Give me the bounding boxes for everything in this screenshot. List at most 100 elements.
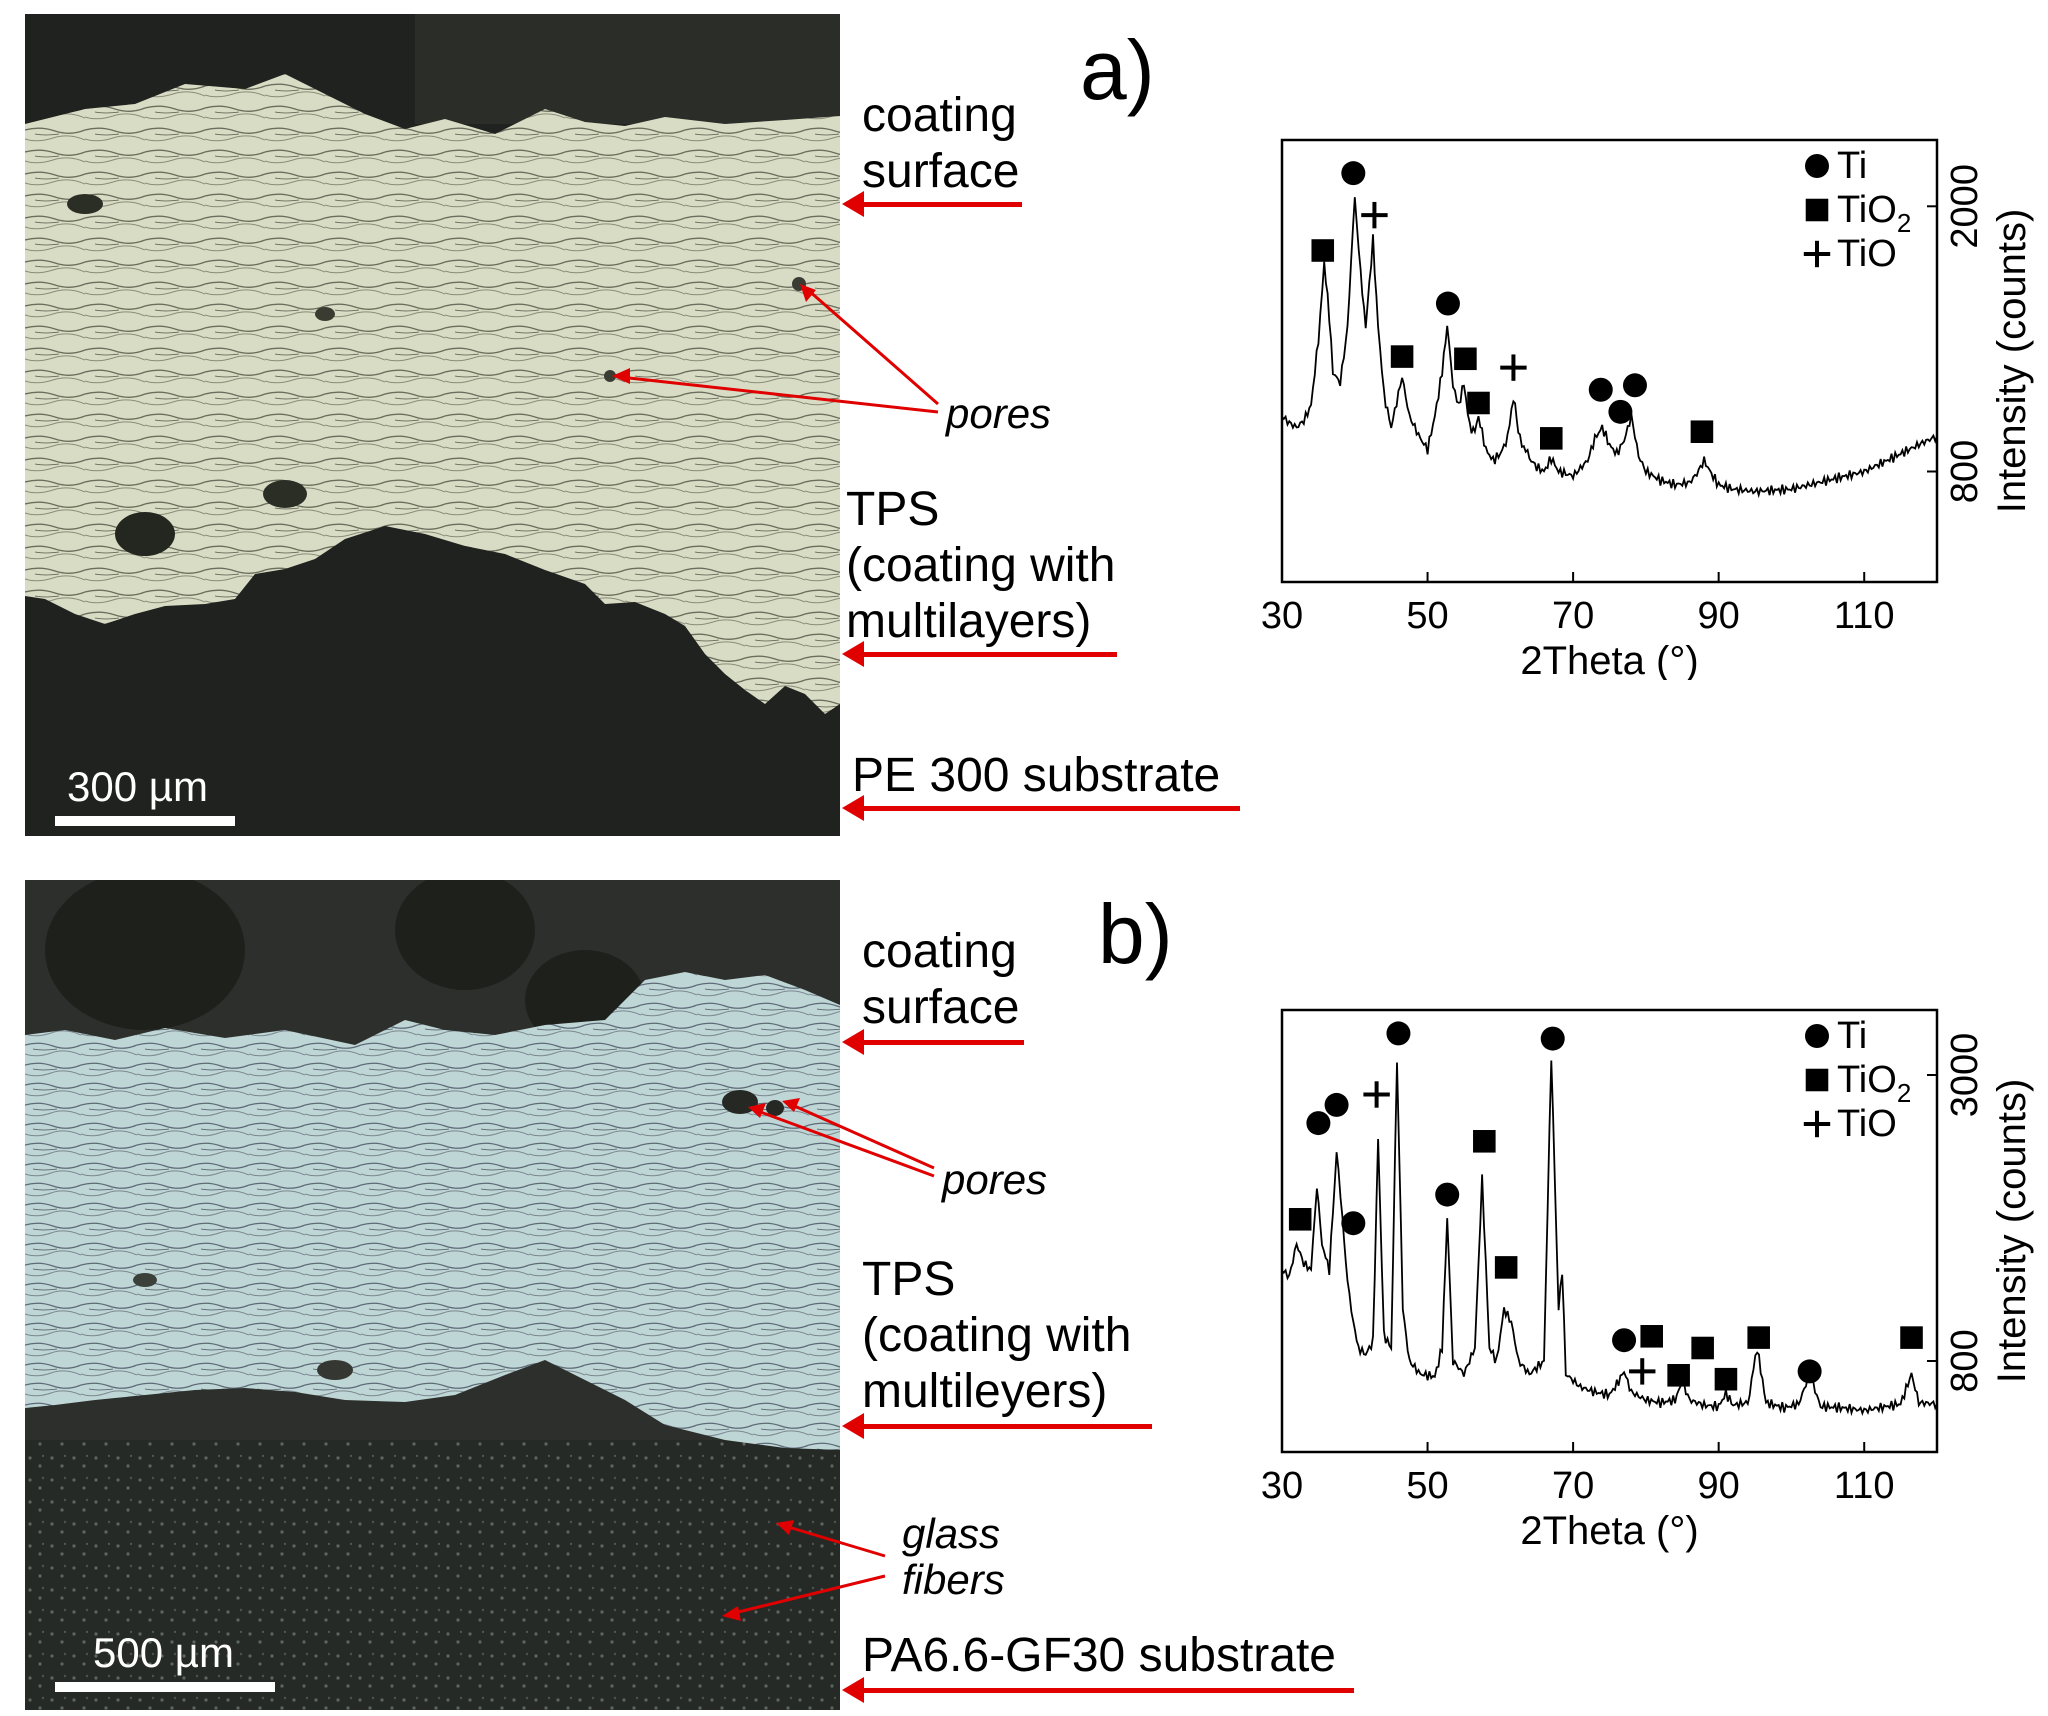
x-tick-label-a-0: 30: [1261, 595, 1303, 637]
tps-label-a3: multilayers): [846, 595, 1092, 648]
legend-subscript-a-1: 2: [1897, 208, 1911, 238]
legend-marker-a-0: [1805, 154, 1829, 178]
panel-letter-b: b): [1098, 887, 1173, 981]
legend-subscript-b-1: 2: [1897, 1078, 1911, 1108]
x-tick-label-a-2: 70: [1552, 595, 1594, 637]
coating-surface-arrow-b: [842, 1029, 1024, 1055]
y-axis-label-b: Intensity (counts): [1990, 1079, 2034, 1384]
tps-label-a2: (coating with: [846, 539, 1116, 592]
legend-marker-b-0: [1805, 1024, 1829, 1048]
substrate-label-a: PE 300 substrate: [852, 749, 1221, 802]
peak-marker-square-b-7: [1473, 1130, 1496, 1153]
micrograph-b: 500 µm: [25, 880, 840, 1710]
peak-marker-square-b-11: [1640, 1325, 1663, 1348]
peak-marker-square-a-3: [1390, 345, 1414, 368]
legend-marker-a-2: [1803, 240, 1831, 268]
scale-bar-b: [55, 1682, 275, 1692]
y-tick-label-a-0: 800: [1944, 440, 1986, 503]
x-tick-label-b-4: 110: [1834, 1465, 1895, 1507]
peak-marker-square-b-16: [1747, 1326, 1770, 1349]
peak-marker-circle-b-6: [1435, 1182, 1460, 1207]
x-tick-label-b-2: 70: [1552, 1465, 1594, 1507]
peak-marker-square-b-18: [1900, 1326, 1923, 1349]
peak-marker-square-b-13: [1667, 1364, 1690, 1387]
peak-marker-square-b-15: [1714, 1367, 1738, 1391]
pores-label-a: pores: [946, 390, 1052, 437]
panel-letter-a: a): [1080, 23, 1155, 117]
peak-marker-plus-a-2: [1361, 201, 1388, 229]
peak-marker-circle-b-9: [1540, 1026, 1565, 1051]
legend-marker-a-1: [1805, 198, 1829, 222]
micrograph-a: 300 µm: [25, 14, 840, 836]
coating-surface-label-a1: coating: [862, 89, 1017, 142]
xrd-chart-a: 30 50 70 90 110 800 2000 2Theta (°) Intensity (c…: [1261, 138, 2034, 680]
peak-marker-circle-b-3: [1341, 1211, 1366, 1236]
peak-marker-square-b-0: [1288, 1208, 1312, 1231]
peak-marker-circle-a-9: [1588, 377, 1613, 402]
legend-marker-b-2: [1803, 1110, 1831, 1138]
y-tick-label-b-1: 3000: [1944, 1033, 1986, 1118]
peak-marker-square-a-6: [1467, 391, 1490, 415]
peak-marker-circle-a-4: [1435, 291, 1460, 316]
coating-surface-label-a2: surface: [862, 145, 1020, 198]
tps-arrow-a: [842, 641, 1117, 667]
micrograph-a-drawing: [25, 14, 840, 836]
xrd-chart-b: 30 50 70 90 110 800 3000 2Theta (°) Intensity (c…: [1261, 1008, 2034, 1553]
xrd-series-line-a-0: [1281, 197, 1938, 499]
peak-marker-circle-b-17: [1797, 1359, 1822, 1384]
substrate-arrow-a: [842, 795, 1240, 821]
coating-surface-label-b2: surface: [862, 981, 1020, 1034]
peak-marker-circle-b-1: [1306, 1111, 1331, 1136]
coating-surface-label-b1: coating: [862, 925, 1017, 978]
x-tick-label-a-1: 50: [1406, 595, 1448, 637]
peak-marker-square-a-0: [1311, 239, 1335, 262]
legend-label-b-2: TiO: [1837, 1103, 1897, 1145]
plot-frame-a: [1280, 138, 1939, 584]
peak-marker-square-a-12: [1690, 420, 1714, 443]
peak-marker-circle-b-5: [1386, 1021, 1411, 1046]
tps-label-b1: TPS: [862, 1253, 956, 1306]
peak-marker-circle-a-11: [1622, 373, 1647, 398]
peak-marker-circle-a-10: [1608, 399, 1633, 424]
peak-marker-circle-b-10: [1612, 1328, 1637, 1353]
peak-marker-plus-a-7: [1500, 354, 1527, 381]
tps-label-b2: (coating with: [862, 1309, 1132, 1362]
x-axis-label-b: 2Theta (°): [1520, 1509, 1698, 1553]
peak-marker-plus-b-4: [1363, 1081, 1390, 1108]
legend-label-b-0: Ti: [1837, 1015, 1867, 1057]
peak-marker-square-b-14: [1691, 1336, 1714, 1360]
legend-marker-b-1: [1805, 1068, 1829, 1092]
x-axis-label-a: 2Theta (°): [1520, 639, 1698, 680]
tps-label-a1: TPS: [846, 483, 940, 536]
legend-label-a-1: TiO2: [1837, 189, 1911, 238]
pores-label-b: pores: [942, 1156, 1048, 1203]
x-tick-label-a-4: 110: [1834, 595, 1895, 637]
tps-arrow-b: [842, 1413, 1152, 1439]
y-tick-label-a-1: 2000: [1944, 164, 1986, 249]
y-tick-label-b-0: 800: [1944, 1329, 1986, 1392]
micrograph-b-drawing: [25, 880, 840, 1710]
peak-marker-square-b-8: [1494, 1256, 1518, 1279]
peak-marker-circle-b-2: [1324, 1092, 1349, 1117]
xrd-series-line-b-0: [1281, 1060, 1938, 1417]
legend-label-b-1: TiO2: [1837, 1059, 1911, 1108]
coating-surface-arrow-a: [842, 191, 1022, 217]
peak-marker-square-a-5: [1454, 347, 1477, 371]
x-tick-label-a-3: 90: [1698, 595, 1740, 637]
scale-bar-a: [55, 816, 235, 826]
x-tick-label-b-0: 30: [1261, 1465, 1303, 1507]
substrate-arrow-b: [842, 1677, 1354, 1703]
peak-marker-square-a-8: [1539, 427, 1563, 450]
peak-marker-plus-b-12: [1629, 1358, 1656, 1385]
glass-fibers-label-b2: fibers: [902, 1556, 1005, 1603]
legend-label-a-0: Ti: [1837, 145, 1867, 187]
x-tick-label-b-1: 50: [1406, 1465, 1448, 1507]
plot-frame-b: [1280, 1008, 1939, 1454]
peak-marker-circle-a-1: [1341, 161, 1366, 186]
x-tick-label-b-3: 90: [1698, 1465, 1740, 1507]
tps-label-b3: multileyers): [862, 1365, 1108, 1418]
substrate-label-b: PA6.6-GF30 substrate: [862, 1629, 1336, 1682]
